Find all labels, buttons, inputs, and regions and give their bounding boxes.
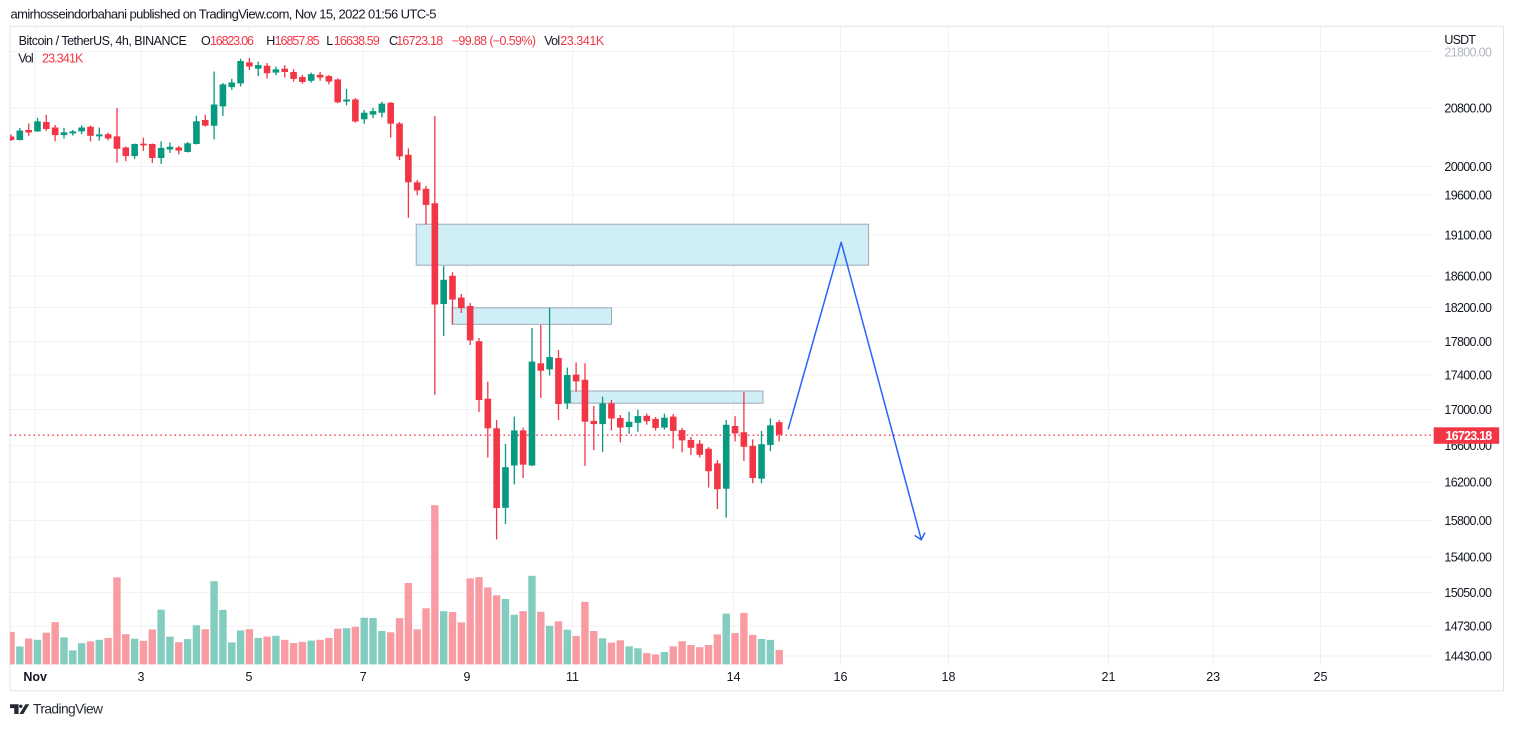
svg-text:17800.00: 17800.00 (1444, 335, 1492, 349)
svg-text:16857.85: 16857.85 (275, 34, 320, 48)
svg-text:15050.00: 15050.00 (1444, 586, 1492, 600)
svg-text:H: H (266, 34, 275, 48)
svg-text:15800.00: 15800.00 (1444, 514, 1492, 528)
svg-text:14: 14 (727, 670, 741, 684)
svg-text:L: L (326, 34, 333, 48)
svg-text:23.341K: 23.341K (560, 34, 605, 48)
svg-text:17400.00: 17400.00 (1444, 368, 1492, 382)
svg-text:Bitcoin / TetherUS, 4h, BINANC: Bitcoin / TetherUS, 4h, BINANCE (19, 34, 187, 48)
svg-text:16638.59: 16638.59 (334, 34, 380, 48)
svg-text:Nov: Nov (23, 670, 47, 684)
svg-text:15400.00: 15400.00 (1444, 551, 1492, 565)
svg-text:−99.88 (−0.59%): −99.88 (−0.59%) (452, 34, 536, 48)
svg-text:O: O (201, 34, 211, 48)
svg-text:16723.18: 16723.18 (1446, 429, 1493, 443)
svg-text:21: 21 (1102, 670, 1116, 684)
svg-text:25: 25 (1314, 670, 1328, 684)
svg-text:Vol: Vol (544, 34, 560, 48)
svg-text:9: 9 (464, 670, 471, 684)
svg-text:TradingView: TradingView (33, 701, 103, 716)
svg-text:5: 5 (246, 670, 253, 684)
svg-text:USDT: USDT (1444, 33, 1476, 47)
svg-text:C: C (389, 34, 398, 48)
svg-text:14730.00: 14730.00 (1444, 619, 1492, 633)
svg-text:23: 23 (1206, 670, 1220, 684)
svg-text:11: 11 (566, 670, 579, 684)
svg-text:3: 3 (138, 670, 145, 684)
svg-text:20800.00: 20800.00 (1444, 101, 1492, 115)
svg-text:16823.06: 16823.06 (210, 34, 254, 48)
svg-text:Vol: Vol (18, 51, 34, 65)
svg-text:16200.00: 16200.00 (1444, 476, 1492, 490)
svg-text:19600.00: 19600.00 (1444, 188, 1492, 202)
svg-text:16723.18: 16723.18 (396, 34, 443, 48)
svg-text:amirhosseindorbahani published: amirhosseindorbahani published on Tradin… (11, 7, 437, 22)
svg-text:14430.00: 14430.00 (1444, 649, 1492, 663)
svg-text:19100.00: 19100.00 (1444, 228, 1492, 242)
svg-text:23.341K: 23.341K (42, 51, 84, 65)
svg-text:16: 16 (834, 670, 848, 684)
svg-text:18200.00: 18200.00 (1444, 301, 1492, 315)
svg-text:17000.00: 17000.00 (1444, 403, 1492, 417)
svg-text:7: 7 (360, 670, 367, 684)
svg-text:20000.00: 20000.00 (1444, 160, 1492, 174)
svg-text:21800.00: 21800.00 (1444, 45, 1492, 59)
svg-text:18: 18 (942, 670, 956, 684)
svg-text:18600.00: 18600.00 (1444, 269, 1492, 283)
